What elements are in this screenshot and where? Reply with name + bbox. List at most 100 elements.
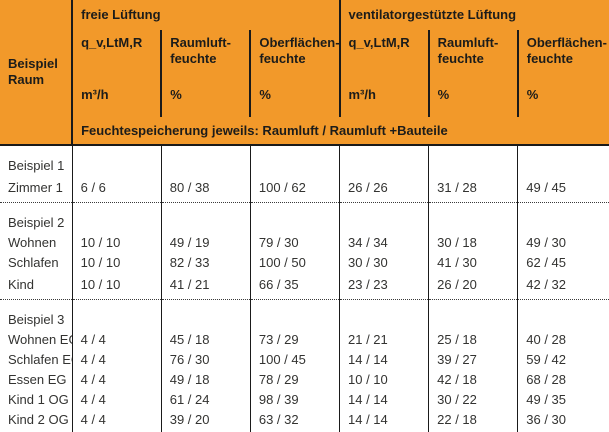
value-cell: 100 / 62 bbox=[249, 176, 340, 203]
block-label: Beispiel 2 bbox=[0, 202, 73, 233]
value-cell: 62 / 45 bbox=[517, 253, 609, 273]
value-cell: 31 / 23 bbox=[517, 430, 609, 432]
value-cell: 59 / 42 bbox=[517, 350, 609, 370]
value-cell: 40 / 28 bbox=[517, 330, 609, 350]
value-cell: 100 / 45 bbox=[249, 350, 340, 370]
value-cell: 21 / 14 bbox=[160, 430, 251, 432]
group-header-ventilatorgestuetzte-lueftung: ventilatorgestützte Lüftung bbox=[338, 0, 609, 30]
value-cell: 22 / 18 bbox=[428, 410, 518, 430]
room-cell: Kind 2 OG bbox=[0, 410, 73, 430]
value-cell: 33 / 23 bbox=[249, 430, 340, 432]
value-cell: 98 / 39 bbox=[249, 390, 340, 410]
value-cell: 61 / 24 bbox=[160, 390, 251, 410]
table-row: Wohnen 10 / 10 49 / 19 79 / 30 34 / 34 3… bbox=[0, 233, 609, 253]
value-cell: 34 / 34 bbox=[338, 233, 429, 253]
value-cell: 26 / 20 bbox=[428, 273, 518, 300]
value-cell: 42 / 18 bbox=[428, 370, 518, 390]
value-cell: 10 / 10 bbox=[71, 233, 162, 253]
value-cell: 49 / 19 bbox=[160, 233, 251, 253]
value-cell: 39 / 20 bbox=[160, 410, 251, 430]
value-cell: 63 / 32 bbox=[249, 410, 340, 430]
table-header: Beispiel Raum freie Lüftung ventilatorge… bbox=[0, 0, 609, 145]
block-label-row: Beispiel 3 bbox=[0, 299, 609, 330]
value-cell: 31 / 28 bbox=[428, 176, 518, 203]
room-cell: Essen EG bbox=[0, 370, 73, 390]
value-cell: 68 / 28 bbox=[517, 370, 609, 390]
table-row: Schlafen 10 / 10 82 / 33 100 / 50 30 / 3… bbox=[0, 253, 609, 273]
value-cell: 66 / 35 bbox=[249, 273, 340, 300]
room-cell: Schlafen EG bbox=[0, 350, 73, 370]
value-cell: 4 / 4 bbox=[71, 390, 162, 410]
room-cell: Wohnen EG bbox=[0, 330, 73, 350]
room-cell: Schlafen bbox=[0, 253, 73, 273]
value-cell: 39 / 27 bbox=[428, 350, 518, 370]
note-row: Feuchtespeicherung jeweils: Raumluft / R… bbox=[0, 117, 609, 145]
block-label-row: Beispiel 2 bbox=[0, 202, 609, 233]
table-row: Kind 1 OG 4 / 4 61 / 24 98 / 39 14 / 14 … bbox=[0, 390, 609, 410]
note-feuchtespeicherung: Feuchtespeicherung jeweils: Raumluft / R… bbox=[72, 117, 609, 145]
value-cell: 10 / 10 bbox=[338, 430, 429, 432]
value-cell: 78 / 29 bbox=[249, 370, 340, 390]
value-cell: 49 / 35 bbox=[517, 390, 609, 410]
value-cell: 23 / 23 bbox=[338, 273, 429, 300]
group-header-freie-lueftung: freie Lüftung bbox=[72, 0, 340, 30]
value-cell: 25 / 18 bbox=[428, 330, 518, 350]
value-cell: 10 / 10 bbox=[71, 253, 162, 273]
corner-header-beispiel-raum: Beispiel Raum bbox=[0, 0, 74, 145]
value-cell: 49 / 18 bbox=[160, 370, 251, 390]
unit-qv-free: m³/h bbox=[72, 81, 162, 117]
unit-oberflaechen-free: % bbox=[249, 81, 340, 117]
col-header-raumluftfeuchte-vent: Raumluft- feuchte bbox=[427, 30, 518, 81]
value-cell: 30 / 30 bbox=[338, 253, 429, 273]
value-cell: 41 / 30 bbox=[428, 253, 518, 273]
col-header-raumluftfeuchte-free: Raumluft- feuchte bbox=[160, 30, 251, 81]
value-cell: 49 / 45 bbox=[517, 176, 609, 203]
value-cell: 14 / 14 bbox=[338, 350, 429, 370]
value-cell: 30 / 18 bbox=[428, 233, 518, 253]
value-cell: 100 / 50 bbox=[249, 253, 340, 273]
value-cell: 45 / 18 bbox=[160, 330, 251, 350]
room-cell: Zimmer 1 bbox=[0, 176, 73, 203]
col-header-qv-free: q_v,LtM,R bbox=[72, 30, 162, 81]
unit-raumluft-free: % bbox=[160, 81, 251, 117]
value-cell: 6 / 6 bbox=[71, 176, 162, 203]
value-cell: 4 / 4 bbox=[71, 370, 162, 390]
col-header-oberflaechenfeuchte-vent: Oberflächen- feuchte bbox=[516, 30, 609, 81]
value-cell: 76 / 30 bbox=[160, 350, 251, 370]
value-cell: 82 / 33 bbox=[160, 253, 251, 273]
table-body: Beispiel 1 Zimmer 1 6 / 6 80 / 38 100 / … bbox=[0, 145, 609, 432]
value-cell: 42 / 32 bbox=[517, 273, 609, 300]
value-cell: 3 / 3 bbox=[71, 430, 162, 432]
unit-qv-vent: m³/h bbox=[338, 81, 429, 117]
room-cell: Wohnen bbox=[0, 233, 73, 253]
group-header-row: Beispiel Raum freie Lüftung ventilatorge… bbox=[0, 0, 609, 145]
value-cell: 10 / 10 bbox=[338, 370, 429, 390]
value-cell: 36 / 30 bbox=[517, 410, 609, 430]
value-cell: 4 / 4 bbox=[71, 350, 162, 370]
value-cell: 14 / 14 bbox=[338, 410, 429, 430]
value-cell: 19 / 14 bbox=[428, 430, 518, 432]
room-cell: Kind 1 OG bbox=[0, 390, 73, 410]
column-header-row: q_v,LtM,R Raumluft- feuchte Oberflächen-… bbox=[0, 30, 609, 81]
value-cell: 30 / 22 bbox=[428, 390, 518, 410]
unit-raumluft-vent: % bbox=[427, 81, 518, 117]
table-row: Arbeit OG 3 / 3 21 / 14 33 / 23 10 / 10 … bbox=[0, 430, 609, 432]
value-cell: 73 / 29 bbox=[249, 330, 340, 350]
value-cell: 26 / 26 bbox=[338, 176, 429, 203]
table-row: Zimmer 1 6 / 6 80 / 38 100 / 62 26 / 26 … bbox=[0, 176, 609, 203]
value-cell: 10 / 10 bbox=[71, 273, 162, 300]
block-label: Beispiel 3 bbox=[0, 299, 73, 330]
block-label-row: Beispiel 1 bbox=[0, 145, 609, 176]
col-header-qv-vent: q_v,LtM,R bbox=[338, 30, 429, 81]
value-cell: 41 / 21 bbox=[160, 273, 251, 300]
unit-oberflaechen-vent: % bbox=[516, 81, 609, 117]
value-cell: 80 / 38 bbox=[160, 176, 251, 203]
room-cell: Kind bbox=[0, 273, 73, 300]
table-row: Essen EG 4 / 4 49 / 18 78 / 29 10 / 10 4… bbox=[0, 370, 609, 390]
col-header-oberflaechenfeuchte-free: Oberflächen- feuchte bbox=[249, 30, 340, 81]
value-cell: 79 / 30 bbox=[249, 233, 340, 253]
value-cell: 49 / 30 bbox=[517, 233, 609, 253]
table-row: Wohnen EG 4 / 4 45 / 18 73 / 29 21 / 21 … bbox=[0, 330, 609, 350]
